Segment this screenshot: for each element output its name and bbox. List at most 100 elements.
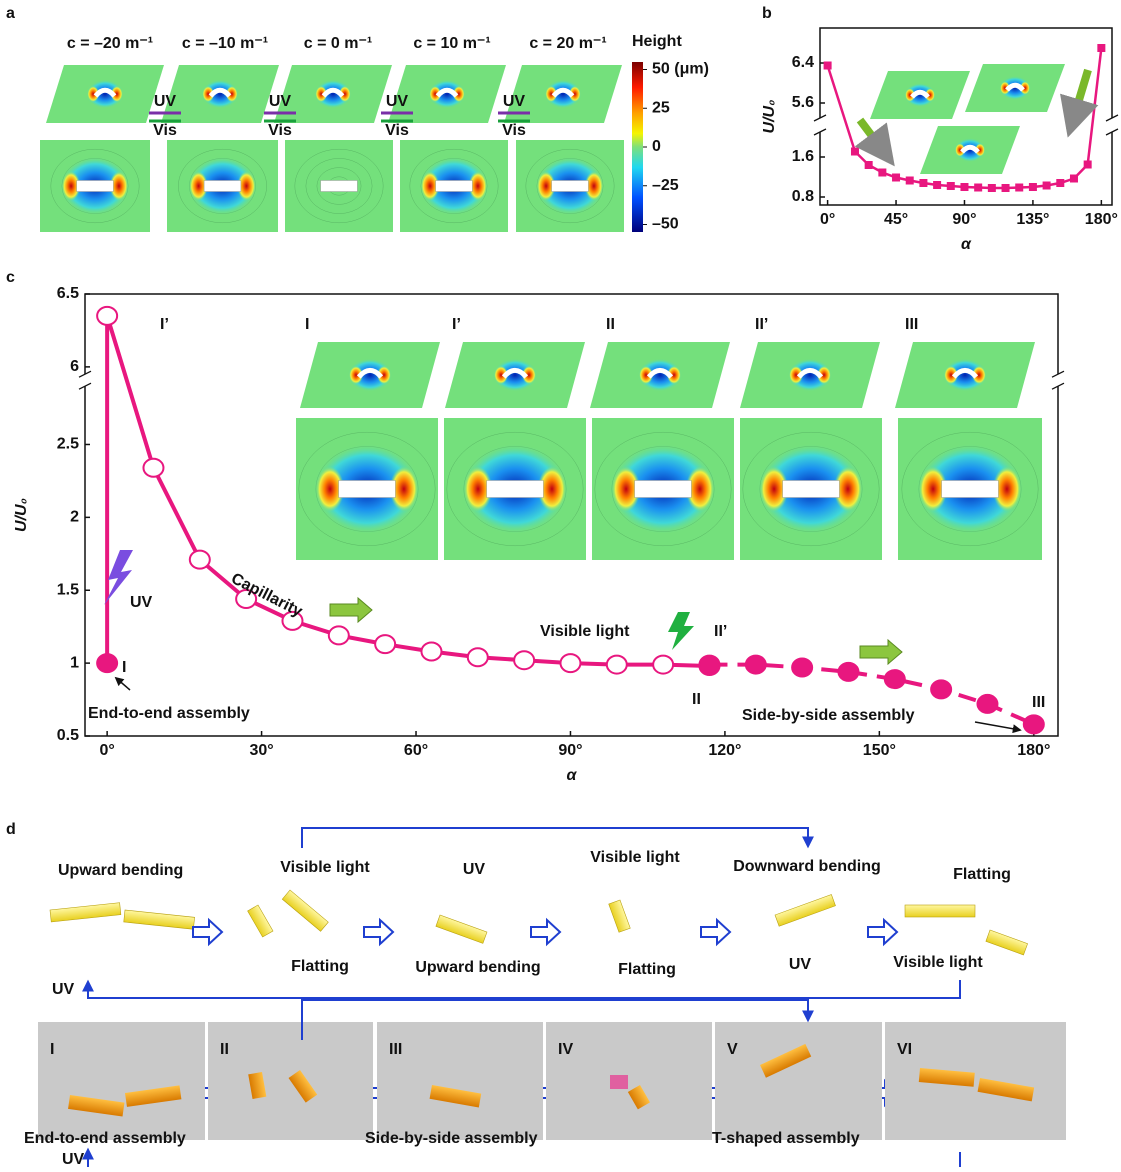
y-tick-label: 0.8 (792, 188, 814, 205)
data-point (468, 648, 488, 666)
film-strip (124, 910, 195, 929)
data-point (97, 654, 117, 672)
y-tick-label: 6.4 (792, 54, 814, 71)
plot-frame (820, 28, 1112, 205)
film-strip (986, 930, 1028, 955)
x-tick-label: 180° (1017, 742, 1050, 759)
data-point (560, 654, 580, 672)
uv-label: UV (269, 93, 292, 110)
y-tick-label: 6 (70, 358, 79, 375)
colorbar-tick-label: 50 (μm) (652, 61, 709, 78)
data-point (931, 680, 951, 698)
inset-label: III (905, 316, 918, 333)
step-label: Visible light (893, 954, 983, 971)
data-point (851, 148, 859, 156)
photo (715, 1022, 882, 1140)
colorbar (632, 62, 643, 232)
cycle-line (88, 980, 960, 998)
process-arrow (330, 598, 372, 622)
film-strip (248, 905, 273, 937)
strip (339, 480, 396, 497)
data-point (792, 658, 812, 676)
panel-label: c (6, 269, 15, 286)
data-point (1097, 44, 1105, 52)
colorbar-tick-label: –25 (652, 177, 679, 194)
data-point (906, 177, 914, 185)
photo (208, 1022, 373, 1140)
film-strip (50, 903, 121, 922)
uv-label: UV (154, 93, 177, 110)
y-tick-label: 5.6 (792, 94, 814, 111)
step-label: Visible light (590, 849, 680, 866)
data-point (838, 663, 858, 681)
figure: abcdc = –20 m⁻¹c = –10 m⁻¹c = 0 m⁻¹c = 1… (0, 0, 1121, 1167)
x-tick-label: 30° (249, 742, 273, 759)
uv-label: UV (386, 93, 409, 110)
x-tick-label: 45° (884, 211, 908, 228)
assembly-label: Side-by-side assembly (365, 1130, 538, 1147)
step-arrow (193, 920, 222, 944)
y-tick-label: 1.5 (57, 581, 79, 598)
annotation: II (692, 691, 701, 708)
step-number: IV (558, 1041, 573, 1058)
film-strip (436, 915, 487, 943)
step-number: III (389, 1041, 402, 1058)
x-axis-label: α (961, 236, 972, 253)
data-point (1029, 183, 1037, 191)
annotation: II’ (714, 623, 727, 640)
strip (552, 180, 589, 191)
inset-label: II (606, 316, 615, 333)
data-point (1015, 184, 1023, 192)
step-label: Flatting (618, 961, 676, 978)
y-tick-label: 1.6 (792, 148, 814, 165)
y-tick-label: 6.5 (57, 285, 79, 302)
annotation: Visible light (540, 623, 630, 640)
step-label: Upward bending (415, 959, 540, 976)
strip (204, 180, 241, 191)
panel-a-title: c = –10 m⁻¹ (182, 35, 268, 52)
cycle-line (302, 828, 808, 848)
panel-label: d (6, 821, 16, 838)
photo (38, 1022, 205, 1140)
inset-label: I’ (452, 316, 461, 333)
panel-label: a (6, 5, 15, 22)
data-point (329, 626, 349, 644)
assembly-label: T-shaped assembly (712, 1130, 860, 1147)
data-point (1084, 161, 1092, 169)
data-point (1002, 184, 1010, 192)
x-tick-label: 90° (558, 742, 582, 759)
y-tick-label: 0.5 (57, 727, 79, 744)
process-arrow (1070, 70, 1088, 130)
vis-label: Vis (502, 122, 526, 139)
annotation: End-to-end assembly (88, 705, 250, 722)
step-label: Flatting (291, 958, 349, 975)
film-strip (282, 890, 328, 931)
uv-label: UV (503, 93, 526, 110)
data-point (143, 459, 163, 477)
annotation: I (122, 659, 126, 676)
cycle-label: UV (62, 1151, 85, 1167)
data-point (607, 656, 627, 674)
step-arrow (868, 920, 897, 944)
data-point (977, 695, 997, 713)
data-point (1070, 175, 1078, 183)
annotation-arrow (975, 722, 1020, 730)
data-point (375, 635, 395, 653)
data-point (933, 181, 941, 189)
vis-label: Vis (385, 122, 409, 139)
vis-label: Vis (153, 122, 177, 139)
panel-a-title: c = 20 m⁻¹ (529, 35, 606, 52)
strip (942, 480, 999, 497)
data-point (421, 642, 441, 660)
x-tick-label: 150° (863, 742, 896, 759)
data-point (699, 656, 719, 674)
data-point (1056, 179, 1064, 187)
x-tick-label: 135° (1016, 211, 1049, 228)
photo (546, 1022, 712, 1140)
inset-label: II’ (755, 316, 768, 333)
x-tick-label: 60° (404, 742, 428, 759)
annotation: Side-by-side assembly (742, 707, 915, 724)
cycle-line (88, 1150, 960, 1167)
step-label: UV (463, 861, 486, 878)
step-arrow (364, 920, 393, 944)
